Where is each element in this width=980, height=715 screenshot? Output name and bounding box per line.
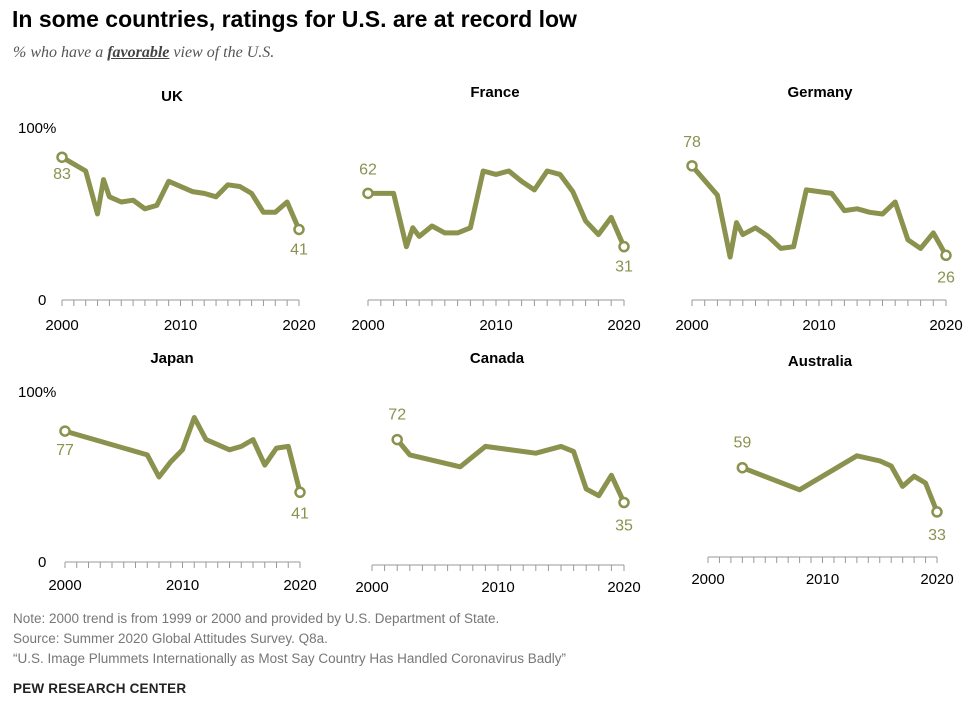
data-label-first-australia: 59 xyxy=(733,435,751,452)
panel-title-france: France xyxy=(470,84,519,101)
series-line-france xyxy=(365,168,627,250)
data-label-first-canada: 72 xyxy=(388,407,406,424)
x-tick-label-japan: 2010 xyxy=(166,577,199,594)
data-label-first-france: 62 xyxy=(359,161,377,178)
data-label-first-uk: 83 xyxy=(53,166,71,183)
series-line-australia xyxy=(739,453,940,515)
data-label-first-germany: 78 xyxy=(683,134,701,151)
point-last-germany xyxy=(940,249,952,262)
point-last-uk xyxy=(293,223,305,236)
x-tick-label-japan: 2000 xyxy=(48,577,81,594)
x-tick-label-germany: 2020 xyxy=(929,317,962,334)
data-label-last-germany: 26 xyxy=(937,269,955,286)
x-tick-label-canada: 2010 xyxy=(481,579,514,596)
x-tick-label-france: 2010 xyxy=(479,317,512,334)
x-tick-label-germany: 2010 xyxy=(802,317,835,334)
x-tick-label-france: 2020 xyxy=(607,317,640,334)
panel-title-uk: UK xyxy=(161,88,183,105)
point-first-japan xyxy=(59,425,71,437)
data-label-last-canada: 35 xyxy=(615,518,633,535)
panel-title-germany: Germany xyxy=(787,84,853,101)
subtitle-suffix: view of the U.S. xyxy=(169,44,275,61)
subtitle-prefix: % who have a xyxy=(13,44,108,61)
panel-title-japan: Japan xyxy=(150,350,193,367)
panel-title-canada: Canada xyxy=(470,350,525,367)
notes: Note: 2000 trend is from 1999 or 2000 an… xyxy=(13,609,566,669)
chart-subtitle: % who have a favorable view of the U.S. xyxy=(13,44,274,62)
x-tick-label-japan: 2020 xyxy=(283,577,316,594)
data-label-last-japan: 41 xyxy=(291,505,309,522)
data-label-last-uk: 41 xyxy=(290,241,308,258)
series-line-uk xyxy=(59,154,302,232)
x-tick-label-france: 2000 xyxy=(351,317,384,334)
x-tick-label-uk: 2010 xyxy=(164,317,197,334)
data-label-last-france: 31 xyxy=(615,259,633,276)
x-tick-label-canada: 2020 xyxy=(607,579,640,596)
brand-logo-text: PEW RESEARCH CENTER xyxy=(13,681,187,696)
series-line-japan xyxy=(62,415,303,495)
data-label-first-japan: 77 xyxy=(56,442,74,459)
y-tick-label-max-japan: 100% xyxy=(18,384,56,401)
point-last-canada xyxy=(618,496,630,509)
series-line-canada xyxy=(394,437,627,505)
point-last-japan xyxy=(294,486,306,499)
point-last-france xyxy=(618,240,630,253)
x-tick-label-australia: 2020 xyxy=(920,571,953,588)
point-last-australia xyxy=(931,506,943,518)
x-tick-label-canada: 2000 xyxy=(355,579,388,596)
x-tick-label-australia: 2000 xyxy=(691,571,724,588)
point-first-germany xyxy=(686,160,698,172)
page-title: In some countries, ratings for U.S. are … xyxy=(12,6,577,32)
panel-title-australia: Australia xyxy=(788,353,853,370)
source-line: Source: Summer 2020 Global Attitudes Sur… xyxy=(13,631,328,646)
subtitle-emphasis: favorable xyxy=(107,44,170,61)
y-tick-label-max-uk: 100% xyxy=(18,120,56,137)
report-title-line: “U.S. Image Plummets Internationally as … xyxy=(13,651,566,666)
x-tick-label-uk: 2020 xyxy=(282,317,315,334)
point-first-australia xyxy=(736,461,749,474)
point-first-france xyxy=(362,187,374,200)
note-line: Note: 2000 trend is from 1999 or 2000 an… xyxy=(13,611,500,626)
point-first-canada xyxy=(391,433,403,446)
x-tick-label-australia: 2010 xyxy=(806,571,839,588)
x-tick-label-uk: 2000 xyxy=(45,317,78,334)
y-tick-label-min-japan: 0 xyxy=(38,554,46,571)
y-tick-label-min-uk: 0 xyxy=(38,292,46,309)
data-label-last-australia: 33 xyxy=(928,527,946,544)
point-first-uk xyxy=(56,151,68,163)
x-tick-label-germany: 2000 xyxy=(675,317,708,334)
series-line-germany xyxy=(689,163,949,260)
